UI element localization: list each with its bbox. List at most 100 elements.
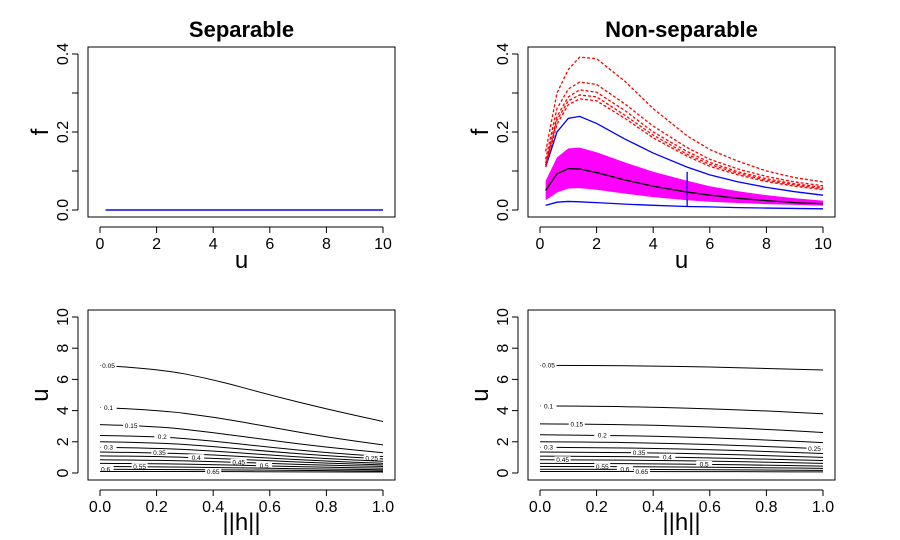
contour-label: 0.15 xyxy=(125,423,138,430)
contour-label: 0.3 xyxy=(544,445,553,452)
x-tick-label: 2 xyxy=(152,236,161,253)
x-tick-label: 1.0 xyxy=(812,499,834,516)
contour-label-bg xyxy=(230,458,247,466)
plot-frame xyxy=(527,309,836,481)
contour-label-bg xyxy=(540,402,557,410)
x-tick-label: 0.4 xyxy=(642,499,664,516)
contour-label: 0.45 xyxy=(232,460,245,467)
y-tick-label: 6 xyxy=(55,375,72,384)
x-tick-label: 8 xyxy=(762,236,771,253)
contour-label: 0.5 xyxy=(260,463,269,470)
series-line-4 xyxy=(545,56,824,183)
contour-label-bg xyxy=(151,449,168,457)
contour-line-0.55 xyxy=(99,465,384,471)
contour-label: 0.6 xyxy=(620,467,629,474)
x-tick-label: 2 xyxy=(592,236,601,253)
y-tick-label: 0.0 xyxy=(495,199,512,221)
y-tick-label: 10 xyxy=(495,308,512,326)
contour-line-0.35 xyxy=(539,451,824,458)
contour-label: 0.2 xyxy=(158,434,167,441)
contour-label: 0.35 xyxy=(153,450,166,457)
x-tick-label: 4 xyxy=(649,236,658,253)
contour-label-bg xyxy=(540,443,557,451)
x-tick-label: 0.8 xyxy=(315,499,337,516)
y-axis-label: u xyxy=(27,388,54,401)
y-tick-label: 2 xyxy=(55,437,72,446)
contour-label-bg xyxy=(659,453,676,461)
contour-label-bg xyxy=(131,463,148,471)
y-tick-label: 0.2 xyxy=(55,121,72,143)
y-tick-label: 0.2 xyxy=(495,121,512,143)
contour-line-0.1 xyxy=(539,405,824,415)
contour-line-0.65 xyxy=(99,470,384,473)
contour-label: 0.6 xyxy=(101,467,110,474)
series-line-1 xyxy=(545,168,824,205)
series-line-3 xyxy=(545,115,824,196)
x-tick-label: 0.2 xyxy=(145,499,167,516)
contour-label: 0.4 xyxy=(663,454,672,461)
x-tick-label: 0.6 xyxy=(699,499,721,516)
contour-label: 0.05 xyxy=(542,363,555,370)
y-axis-label: u xyxy=(467,388,494,401)
x-tick-label: 1.0 xyxy=(372,499,394,516)
contour-line-0.2 xyxy=(539,434,824,444)
contour-label: 0.05 xyxy=(102,363,115,370)
contour-label: 0.15 xyxy=(570,421,583,428)
y-tick-label: 0.0 xyxy=(55,199,72,221)
contour-label: 0.55 xyxy=(596,464,609,471)
contour-label-bg xyxy=(568,420,585,428)
contour-label-bg xyxy=(616,465,633,473)
x-tick-label: 6 xyxy=(705,236,714,253)
y-tick-label: 0 xyxy=(495,468,512,477)
plot-area: 0.05 0.1 0.15 0.2 0.25 0.3 0.35 0.4 0.45 0.5 0.55 0… xyxy=(97,362,384,476)
y-axis-label: f xyxy=(27,128,54,135)
x-tick-label: 4 xyxy=(209,236,218,253)
plot-area: 0.05 0.1 0.15 0.2 0.25 0.3 0.35 0.4 0.45 0.5 0.55 0… xyxy=(539,361,824,476)
contour-line-0.25 xyxy=(99,441,384,460)
x-axis-label: u xyxy=(675,247,688,274)
x-tick-label: 0.4 xyxy=(202,499,224,516)
contour-label-bg xyxy=(100,443,117,451)
contour-label-bg xyxy=(154,433,171,441)
x-tick-label: 0 xyxy=(96,236,105,253)
contour-label: 0.65 xyxy=(207,469,220,476)
contour-label-bg xyxy=(594,463,611,471)
x-tick-label: 10 xyxy=(814,236,832,253)
contour-label: 0.1 xyxy=(104,405,113,412)
contour-label: 0.2 xyxy=(598,433,607,440)
chart-title: Separable xyxy=(189,17,294,42)
plot-area xyxy=(545,56,824,210)
y-tick-label: 4 xyxy=(55,406,72,415)
x-tick-label: 0.0 xyxy=(89,499,111,516)
contour-label-bg xyxy=(633,468,650,476)
contour-label-bg xyxy=(256,462,273,470)
series-line-8 xyxy=(545,98,824,191)
contour-line-0.15 xyxy=(539,423,824,433)
contour-line-0.4 xyxy=(539,455,824,462)
contour-label: 0.45 xyxy=(556,457,569,464)
contour-label-bg xyxy=(97,465,114,473)
contour-label-bg xyxy=(123,421,140,429)
contour-label: 0.4 xyxy=(192,455,201,462)
contour-line-0.05 xyxy=(99,364,384,423)
contour-line-0.5 xyxy=(99,462,384,469)
x-tick-label: 6 xyxy=(265,236,274,253)
chart-title: Non-separable xyxy=(605,17,758,42)
y-axis-label: f xyxy=(467,128,494,135)
x-tick-label: 0.2 xyxy=(585,499,607,516)
x-tick-label: 8 xyxy=(322,236,331,253)
x-tick-label: 0 xyxy=(536,236,545,253)
contour-line-0.6 xyxy=(99,468,384,472)
contour-label-bg xyxy=(631,449,648,457)
contour-label-bg xyxy=(540,361,557,369)
contour-label-bg xyxy=(363,454,380,462)
y-tick-label: 8 xyxy=(55,344,72,353)
y-tick-label: 2 xyxy=(495,437,512,446)
x-tick-label: 0.0 xyxy=(529,499,551,516)
panel-4: 0.05 0.1 0.15 0.2 0.25 0.3 0.35 0.4 0.45 0.5 0.55 0… xyxy=(467,308,836,536)
contour-line-0.15 xyxy=(99,424,384,454)
contour-label: 0.5 xyxy=(700,462,709,469)
contour-line-0.3 xyxy=(99,446,384,462)
panel-1: 0 2 4 6 8 10 0.0 0.2 0.4 u f Separable xyxy=(27,17,396,274)
contour-label-bg xyxy=(554,456,571,464)
